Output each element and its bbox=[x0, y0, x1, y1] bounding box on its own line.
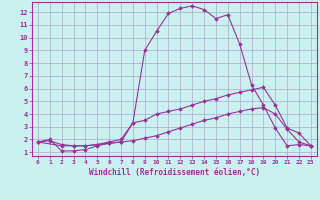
X-axis label: Windchill (Refroidissement éolien,°C): Windchill (Refroidissement éolien,°C) bbox=[89, 168, 260, 177]
